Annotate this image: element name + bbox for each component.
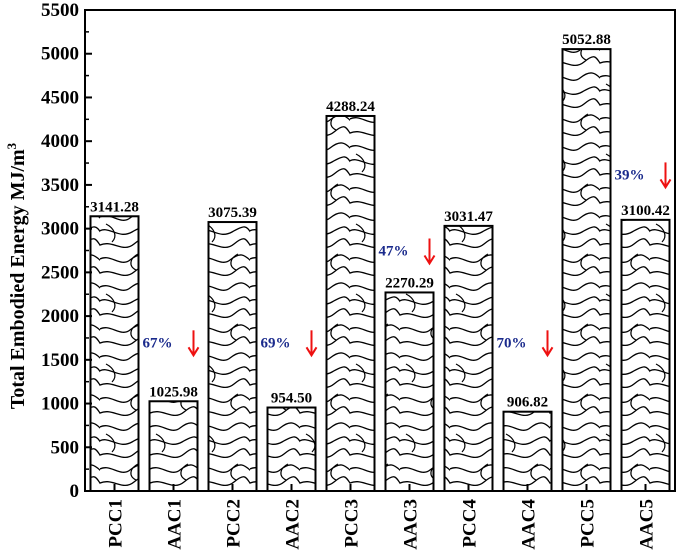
- reduction-label-aac2: 69%: [261, 335, 291, 351]
- y-axis-label: Total Embodied Energy MJ/m3: [4, 142, 29, 409]
- value-label-pcc1: 3141.28: [90, 199, 139, 215]
- down-arrow-icon: [541, 330, 554, 358]
- value-label-aac3: 2270.29: [385, 275, 434, 291]
- category-label-pcc2: PCC2: [224, 499, 245, 548]
- bar-aac4: [502, 410, 553, 492]
- bar-pcc3: [325, 114, 376, 493]
- value-label-aac4: 906.82: [507, 395, 548, 411]
- value-label-aac1: 1025.98: [149, 384, 198, 400]
- y-tick-label: 4000: [41, 131, 79, 152]
- value-label-aac2: 954.50: [271, 391, 312, 407]
- value-label-pcc3: 4288.24: [326, 99, 375, 115]
- category-label-pcc5: PCC5: [578, 499, 599, 548]
- y-tick-label: 5500: [41, 0, 79, 21]
- down-arrow-icon: [187, 330, 200, 358]
- category-label-aac2: AAC2: [283, 499, 304, 550]
- category-label-aac1: AAC1: [165, 499, 186, 550]
- y-tick-label: 2500: [41, 262, 79, 283]
- y-tick-label: 3500: [41, 175, 79, 196]
- category-label-aac5: AAC5: [637, 499, 658, 550]
- down-arrow-icon: [305, 330, 318, 358]
- category-label-pcc3: PCC3: [342, 499, 363, 548]
- bar-aac2: [266, 406, 317, 492]
- y-tick-label: 1000: [41, 394, 79, 415]
- reduction-label-aac4: 70%: [497, 335, 527, 351]
- reduction-label-aac5: 39%: [615, 167, 645, 183]
- y-tick-label: 4500: [41, 87, 79, 108]
- category-label-aac4: AAC4: [519, 499, 540, 550]
- value-label-pcc4: 3031.47: [444, 209, 493, 225]
- bar-aac5: [620, 218, 671, 492]
- value-label-pcc5: 5052.88: [562, 32, 611, 48]
- value-label-aac5: 3100.42: [621, 203, 670, 219]
- y-tick-label: 5000: [41, 44, 79, 65]
- value-label-pcc2: 3075.39: [208, 205, 257, 221]
- category-label-pcc1: PCC1: [106, 499, 127, 548]
- y-tick-label: 3000: [41, 219, 79, 240]
- plot-area: 0 500 1000 1500 2000 2500 3000 3500 4000 4500 5000…: [41, 0, 676, 550]
- reduction-label-aac3: 47%: [379, 244, 409, 260]
- down-arrow-icon: [659, 162, 672, 190]
- y-tick-label: 500: [51, 437, 80, 458]
- category-label-pcc4: PCC4: [460, 499, 481, 548]
- bar-pcc5: [561, 48, 612, 492]
- y-tick-label: 2000: [41, 306, 79, 327]
- bar-aac1: [148, 400, 199, 492]
- bar-pcc1: [89, 215, 140, 492]
- bar-aac3: [384, 291, 435, 492]
- bar-pcc4: [443, 224, 494, 493]
- bar-pcc2: [207, 221, 258, 493]
- y-tick-label: 1500: [41, 350, 79, 371]
- reduction-label-aac1: 67%: [143, 335, 173, 351]
- down-arrow-icon: [423, 238, 436, 266]
- category-label-aac3: AAC3: [401, 499, 422, 550]
- y-tick-label: 0: [70, 481, 80, 502]
